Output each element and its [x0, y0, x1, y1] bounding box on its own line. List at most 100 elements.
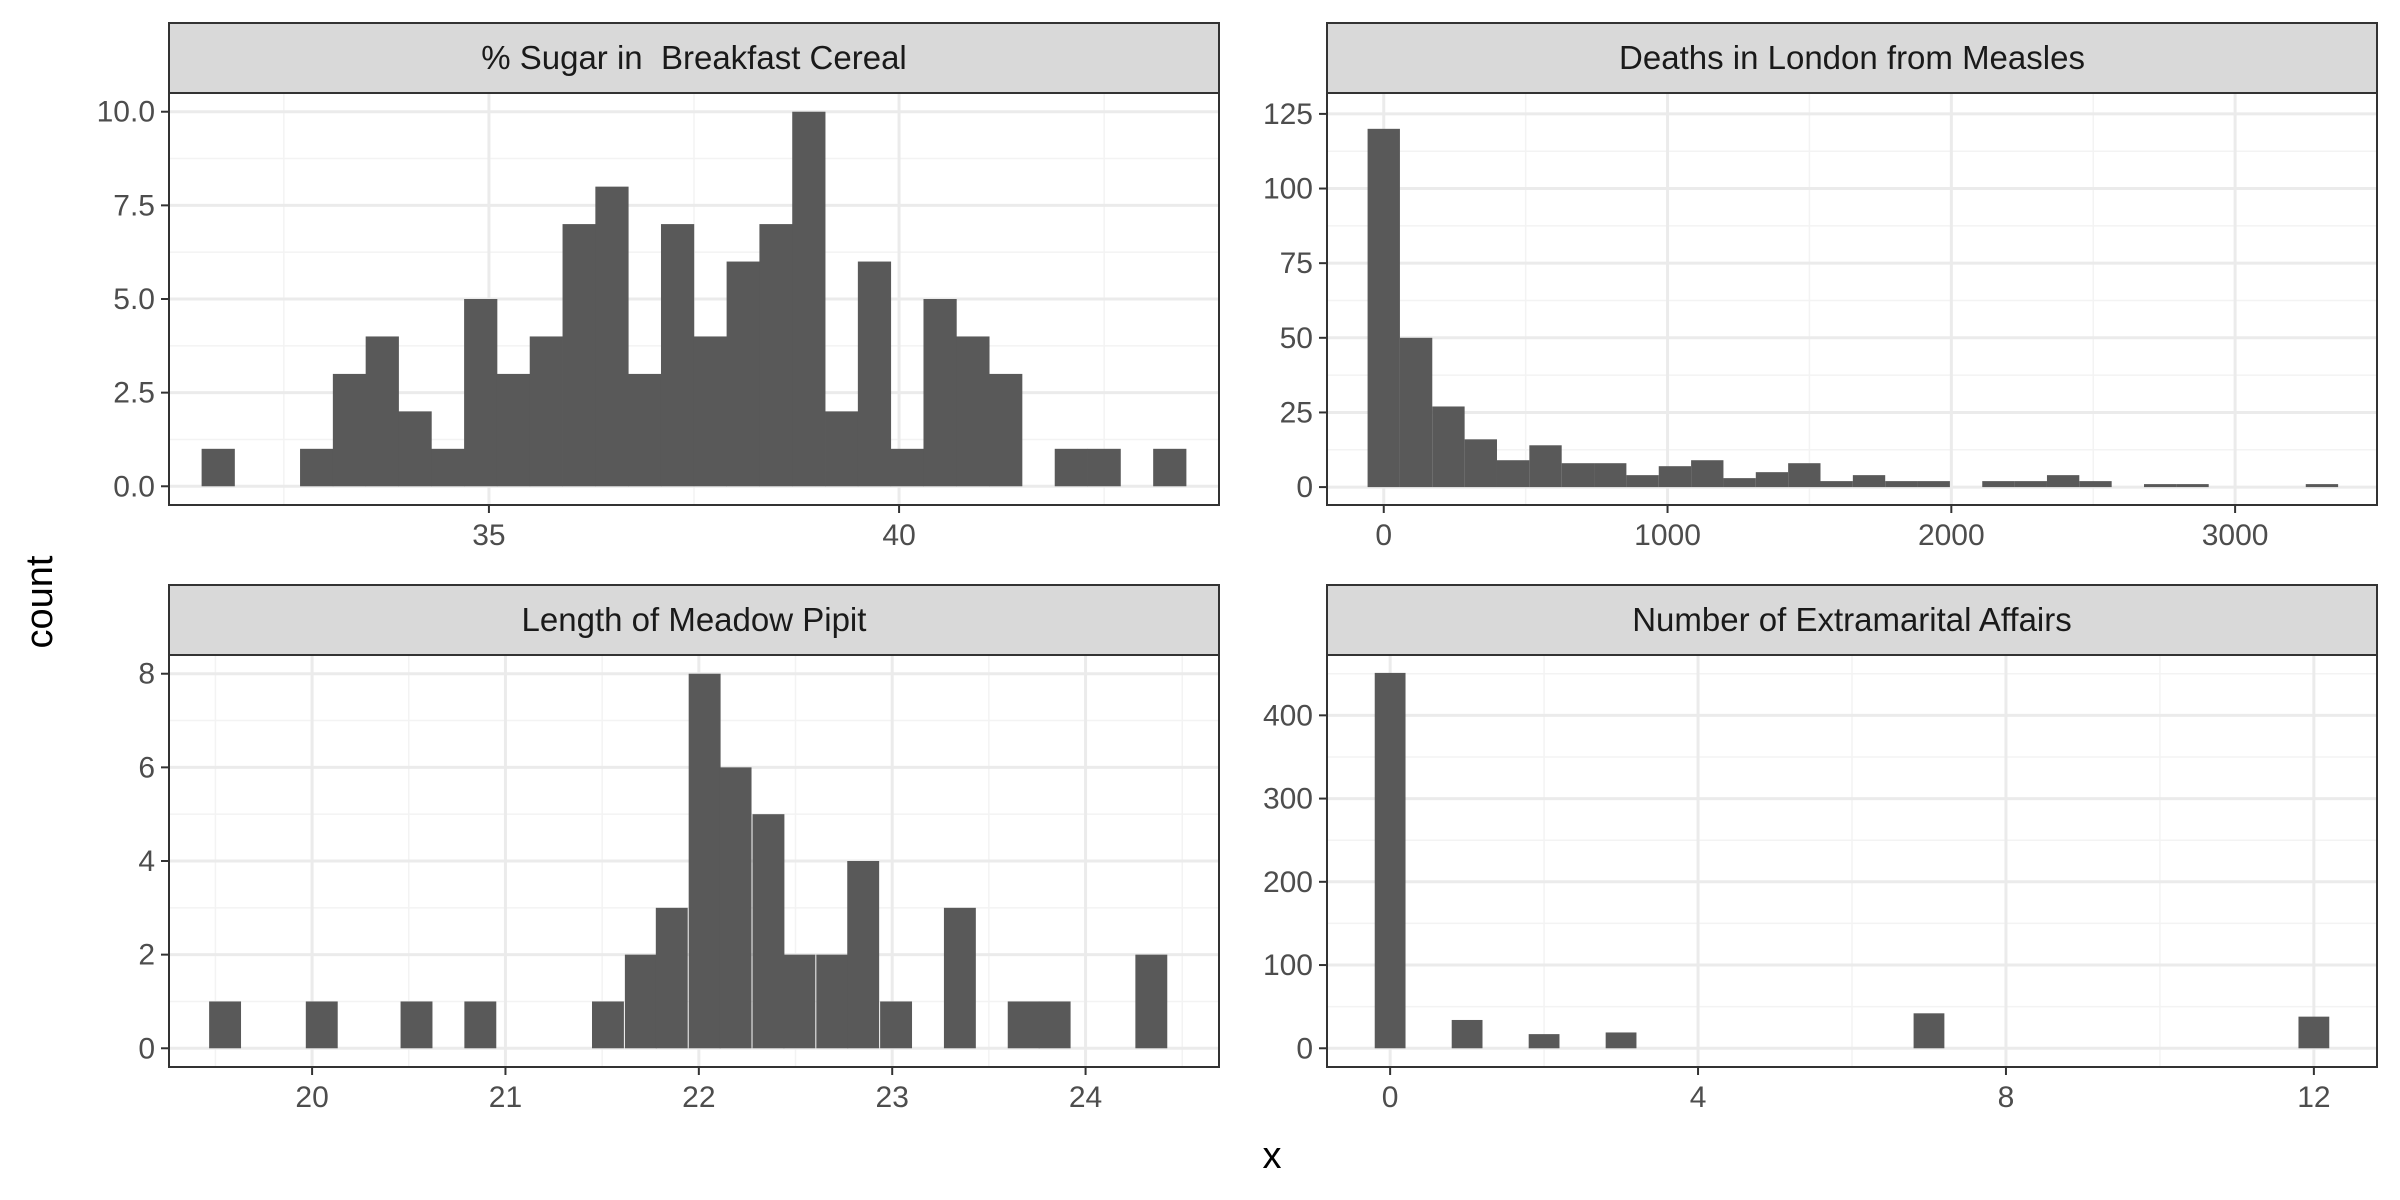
- histogram-bar: [1038, 1001, 1071, 1049]
- y-tick-label: 0.0: [113, 470, 155, 503]
- histogram-bar: [1529, 445, 1562, 488]
- y-tick-label: 4: [138, 845, 155, 878]
- histogram-bar: [2144, 484, 2177, 488]
- histogram-bar: [529, 336, 563, 487]
- histogram-bar: [431, 448, 465, 487]
- histogram-bar: [752, 814, 785, 1049]
- x-tick-label: 21: [489, 1081, 522, 1114]
- histogram-bar: [591, 1001, 624, 1049]
- histogram-bar: [792, 111, 826, 487]
- y-tick-label: 5.0: [113, 283, 155, 316]
- histogram-bar: [1087, 448, 1121, 487]
- histogram-bar: [1594, 463, 1627, 488]
- histogram-bar: [726, 261, 760, 487]
- y-tick-label: 125: [1263, 98, 1313, 131]
- histogram-bar: [2298, 1016, 2330, 1049]
- histogram-bar: [783, 954, 816, 1049]
- x-tick-label: 1000: [1634, 519, 1701, 552]
- y-axis-title: count: [19, 555, 61, 648]
- histogram-bar: [1982, 481, 2015, 488]
- histogram-bar: [595, 186, 629, 487]
- histogram-bar: [2079, 481, 2112, 488]
- histogram-bar: [719, 767, 752, 1049]
- histogram-bar: [847, 861, 880, 1049]
- histogram-bar: [1605, 1032, 1637, 1049]
- histogram-bar: [398, 411, 432, 487]
- histogram-bar: [2046, 475, 2080, 488]
- panel-deaths-in-london-from-measles: Deaths in London from Measles 0 25 50 75 100 1…: [1263, 22, 2378, 552]
- y-tick-label: 75: [1280, 247, 1313, 280]
- x-tick-label: 0: [1382, 1081, 1399, 1114]
- histogram-bar: [365, 336, 399, 487]
- histogram-bar: [562, 224, 596, 487]
- y-tick-label: 0: [1296, 471, 1313, 504]
- x-tick-label: 12: [2297, 1081, 2330, 1114]
- facet-strip: [168, 584, 1220, 656]
- histogram-bar: [1820, 481, 1853, 488]
- histogram-bar: [857, 261, 892, 487]
- x-tick-label: 35: [472, 519, 505, 552]
- y-tick-label: 100: [1263, 949, 1313, 982]
- y-tick-label: 25: [1280, 396, 1313, 429]
- panel-background: [1327, 93, 2377, 505]
- x-tick-label: 4: [1690, 1081, 1707, 1114]
- y-tick-label: 2.5: [113, 377, 155, 410]
- y-tick-label: 7.5: [113, 189, 155, 222]
- histogram-bar: [1626, 475, 1659, 488]
- histogram-bar: [1691, 460, 1724, 488]
- histogram-bar: [759, 224, 793, 487]
- histogram-bar: [1374, 672, 1406, 1049]
- y-tick-label: 300: [1263, 783, 1313, 816]
- histogram-bar: [1561, 463, 1595, 488]
- y-tick-label: 8: [138, 658, 155, 691]
- y-tick-label: 50: [1280, 322, 1313, 355]
- histogram-bar: [655, 907, 688, 1049]
- histogram-bar: [1153, 448, 1187, 487]
- histogram-bar: [305, 1001, 338, 1049]
- histogram-bar: [1723, 478, 1756, 488]
- x-tick-label: 8: [1998, 1081, 2015, 1114]
- histogram-bar: [201, 448, 235, 487]
- histogram-bar: [688, 673, 721, 1049]
- histogram-bar: [1496, 460, 1530, 488]
- x-tick-label: 40: [882, 519, 915, 552]
- histogram-bar: [464, 299, 498, 487]
- histogram-bar: [1755, 472, 1789, 488]
- facet-strip-title: Deaths in London from Measles: [1619, 39, 2085, 76]
- histogram-bar: [209, 1001, 242, 1049]
- histogram-bar: [1528, 1034, 1560, 1049]
- panel-number-of-extramarital-affairs: Number of Extramarital Affairs 0 100 200 300…: [1263, 584, 2378, 1114]
- x-tick-label: 23: [876, 1081, 909, 1114]
- histogram-bar: [2305, 484, 2339, 488]
- histogram-bar: [1135, 954, 1168, 1049]
- facet-strip: [1326, 584, 2378, 656]
- y-tick-label: 0: [1296, 1032, 1313, 1065]
- histogram-bar: [1658, 466, 1692, 488]
- facet-strip-title: Length of Meadow Pipit: [522, 601, 867, 638]
- facet-strip-title: Number of Extramarital Affairs: [1632, 601, 2072, 638]
- histogram-bar: [825, 411, 859, 487]
- histogram-bar: [1852, 475, 1886, 488]
- y-tick-label: 100: [1263, 173, 1313, 206]
- histogram-bar: [1788, 463, 1821, 488]
- histogram-bar: [880, 1001, 913, 1049]
- histogram-bar: [332, 373, 367, 487]
- histogram-bar: [923, 299, 957, 487]
- histogram-bar: [1399, 337, 1433, 488]
- x-tick-label: 24: [1069, 1081, 1102, 1114]
- x-tick-label: 0: [1375, 519, 1392, 552]
- x-tick-label: 3000: [2202, 519, 2269, 552]
- y-tick-label: 6: [138, 751, 155, 784]
- panel-sugar-in-breakfast-cereal: % Sugar in Breakfast Cereal 0.0 2.5 5.0 7.5 1…: [97, 22, 1220, 552]
- histogram-bar: [1913, 1013, 1945, 1049]
- x-tick-label: 22: [682, 1081, 715, 1114]
- histogram-bar: [1432, 406, 1465, 488]
- x-axis-title: x: [1263, 1135, 1282, 1177]
- histogram-bar: [400, 1001, 433, 1049]
- histogram-bar: [890, 448, 924, 487]
- histogram-bar: [1885, 481, 1918, 488]
- histogram-bar: [496, 373, 531, 487]
- histogram-bar: [816, 954, 849, 1049]
- x-tick-label: 2000: [1918, 519, 1985, 552]
